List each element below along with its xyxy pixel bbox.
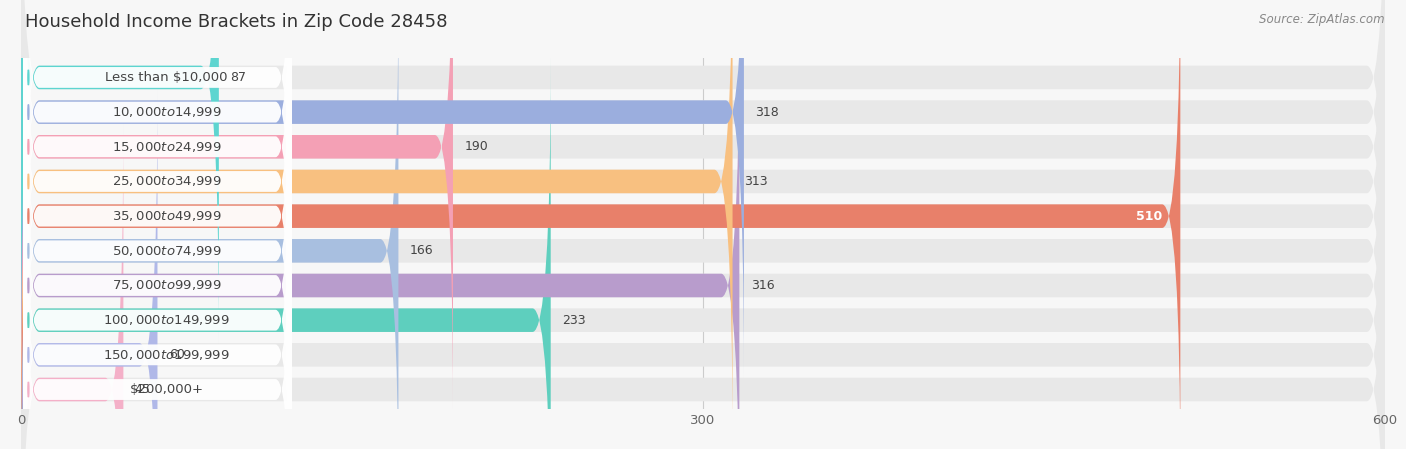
FancyBboxPatch shape <box>24 53 291 449</box>
Text: 316: 316 <box>751 279 775 292</box>
Text: $15,000 to $24,999: $15,000 to $24,999 <box>111 140 221 154</box>
FancyBboxPatch shape <box>21 0 1385 447</box>
FancyBboxPatch shape <box>24 18 291 449</box>
FancyBboxPatch shape <box>21 0 1385 449</box>
Text: 313: 313 <box>744 175 768 188</box>
Text: 233: 233 <box>562 314 586 327</box>
Text: $10,000 to $14,999: $10,000 to $14,999 <box>111 105 221 119</box>
Text: 166: 166 <box>409 244 433 257</box>
Text: $75,000 to $99,999: $75,000 to $99,999 <box>111 278 221 292</box>
FancyBboxPatch shape <box>24 0 291 449</box>
FancyBboxPatch shape <box>21 20 740 449</box>
Text: Household Income Brackets in Zip Code 28458: Household Income Brackets in Zip Code 28… <box>25 13 447 31</box>
FancyBboxPatch shape <box>24 157 291 449</box>
FancyBboxPatch shape <box>21 0 398 449</box>
FancyBboxPatch shape <box>21 20 1385 449</box>
FancyBboxPatch shape <box>21 89 1385 449</box>
FancyBboxPatch shape <box>21 0 453 412</box>
FancyBboxPatch shape <box>24 0 291 379</box>
FancyBboxPatch shape <box>21 0 219 343</box>
Text: Source: ZipAtlas.com: Source: ZipAtlas.com <box>1260 13 1385 26</box>
Text: 510: 510 <box>1136 210 1163 223</box>
FancyBboxPatch shape <box>21 89 157 449</box>
Text: Less than $10,000: Less than $10,000 <box>105 71 228 84</box>
Text: $25,000 to $34,999: $25,000 to $34,999 <box>111 175 221 189</box>
FancyBboxPatch shape <box>21 0 744 378</box>
FancyBboxPatch shape <box>24 0 291 414</box>
FancyBboxPatch shape <box>21 55 1385 449</box>
Text: $50,000 to $74,999: $50,000 to $74,999 <box>111 244 221 258</box>
Text: 318: 318 <box>755 106 779 119</box>
FancyBboxPatch shape <box>21 0 1181 449</box>
Text: 45: 45 <box>135 383 150 396</box>
FancyBboxPatch shape <box>24 0 291 310</box>
FancyBboxPatch shape <box>21 124 124 449</box>
Text: $200,000+: $200,000+ <box>129 383 204 396</box>
FancyBboxPatch shape <box>21 0 1385 343</box>
FancyBboxPatch shape <box>21 0 1385 412</box>
Text: 190: 190 <box>464 140 488 153</box>
Text: 60: 60 <box>169 348 184 361</box>
FancyBboxPatch shape <box>21 0 733 447</box>
Text: $100,000 to $149,999: $100,000 to $149,999 <box>103 313 229 327</box>
FancyBboxPatch shape <box>21 0 1385 449</box>
FancyBboxPatch shape <box>21 0 1385 378</box>
FancyBboxPatch shape <box>21 124 1385 449</box>
FancyBboxPatch shape <box>24 123 291 449</box>
Text: $35,000 to $49,999: $35,000 to $49,999 <box>111 209 221 223</box>
Text: $150,000 to $199,999: $150,000 to $199,999 <box>103 348 229 362</box>
FancyBboxPatch shape <box>24 0 291 344</box>
FancyBboxPatch shape <box>21 55 551 449</box>
FancyBboxPatch shape <box>24 88 291 449</box>
Text: 87: 87 <box>231 71 246 84</box>
